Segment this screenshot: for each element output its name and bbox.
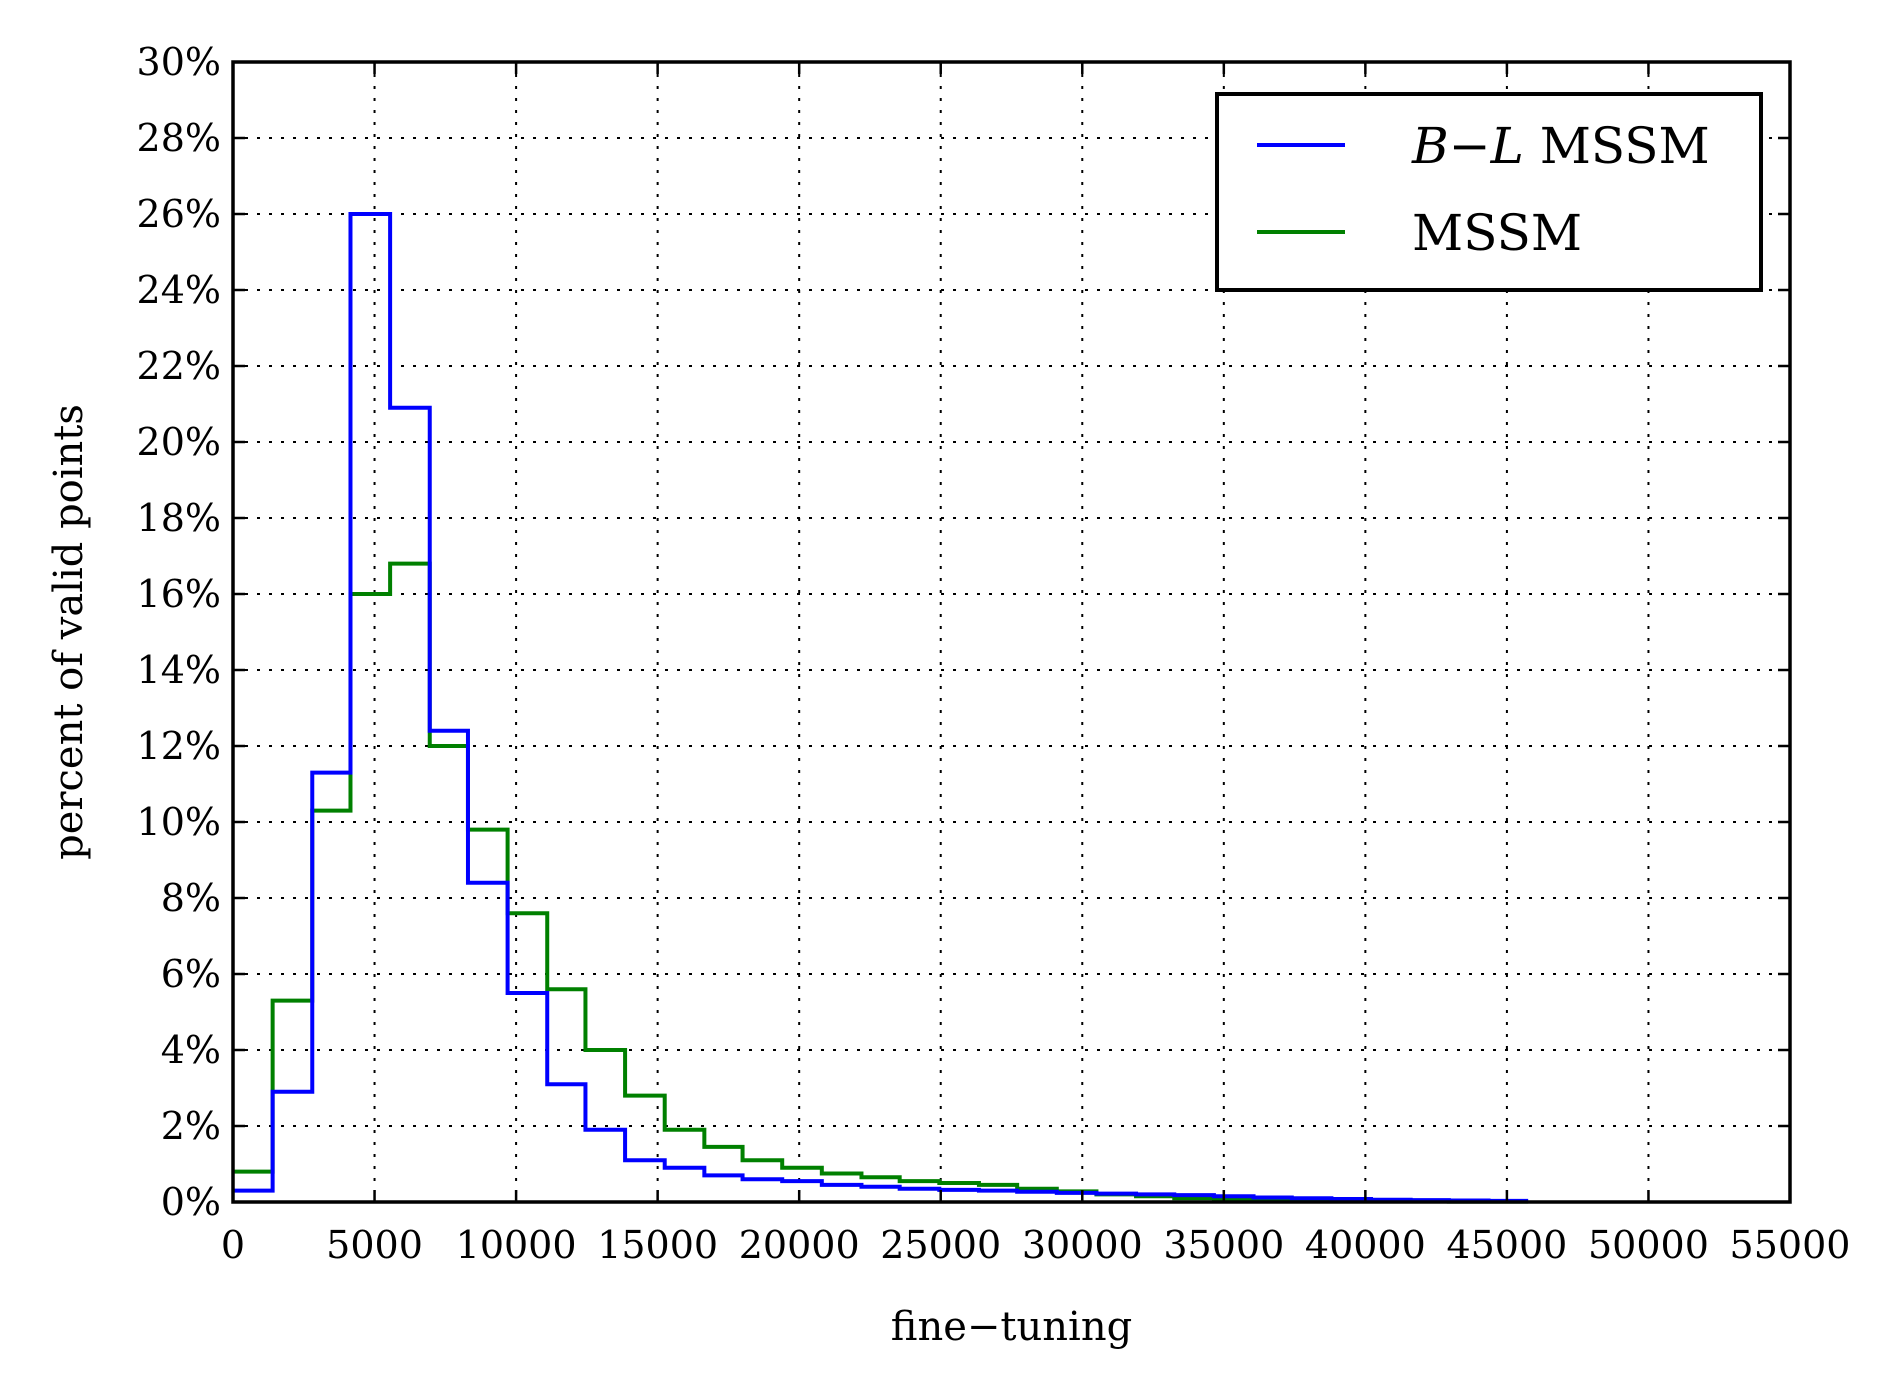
x-tick-label: 15000 xyxy=(597,1223,718,1267)
y-tick-label: 12% xyxy=(137,724,221,768)
y-tick-label: 30% xyxy=(137,40,221,84)
series-line-mssm xyxy=(233,561,1529,1204)
legend-label-bl-rest: MSSM xyxy=(1524,117,1710,175)
y-tick-label: 2% xyxy=(161,1104,221,1148)
y-tick-label: 0% xyxy=(161,1180,221,1224)
x-tick-label: 30000 xyxy=(1022,1223,1143,1267)
y-tick-label: 6% xyxy=(161,952,221,996)
y-tick-label: 16% xyxy=(137,572,221,616)
x-tick-label: 55000 xyxy=(1730,1223,1851,1267)
series-line-bl-mssm xyxy=(233,212,1529,1203)
legend: B−L MSSM MSSM xyxy=(1215,92,1763,292)
x-tick-label: 20000 xyxy=(739,1223,860,1267)
x-tick-label: 50000 xyxy=(1588,1223,1709,1267)
legend-label-bl-mssm: B−L MSSM xyxy=(1411,117,1710,175)
y-tick-label: 20% xyxy=(137,420,221,464)
x-tick-label: 40000 xyxy=(1305,1223,1426,1267)
y-tick-label: 28% xyxy=(137,116,221,160)
x-axis-label: fine−tuning xyxy=(891,1304,1132,1350)
x-tick-label: 10000 xyxy=(456,1223,577,1267)
x-tick-label: 5000 xyxy=(326,1223,423,1267)
y-tick-label: 22% xyxy=(137,344,221,388)
plot-frame xyxy=(231,60,1792,1204)
y-tick-label: 24% xyxy=(137,268,221,312)
x-tick-label: 45000 xyxy=(1446,1223,1567,1267)
legend-label-bl-main: B−L xyxy=(1411,117,1524,175)
y-axis-label: percent of valid points xyxy=(46,404,92,860)
y-tick-label: 8% xyxy=(161,876,221,920)
y-tick-label: 14% xyxy=(137,648,221,692)
x-tick-label: 25000 xyxy=(880,1223,1001,1267)
y-tick-label: 10% xyxy=(137,800,221,844)
tick-labels: 0 5000 10000 15000 20000 25000 30000 35000 40000… xyxy=(137,40,1851,1267)
series-layer xyxy=(233,212,1529,1204)
x-tick-label: 35000 xyxy=(1163,1223,1284,1267)
y-tick-label: 26% xyxy=(137,192,221,236)
y-tick-label: 4% xyxy=(161,1028,221,1072)
x-tick-label: 0 xyxy=(221,1223,245,1267)
ticks xyxy=(231,60,1792,1204)
legend-label-mssm-main: MSSM xyxy=(1412,204,1582,262)
legend-box xyxy=(1215,92,1763,292)
y-tick-label: 18% xyxy=(137,496,221,540)
legend-label-mssm: MSSM xyxy=(1412,204,1582,262)
